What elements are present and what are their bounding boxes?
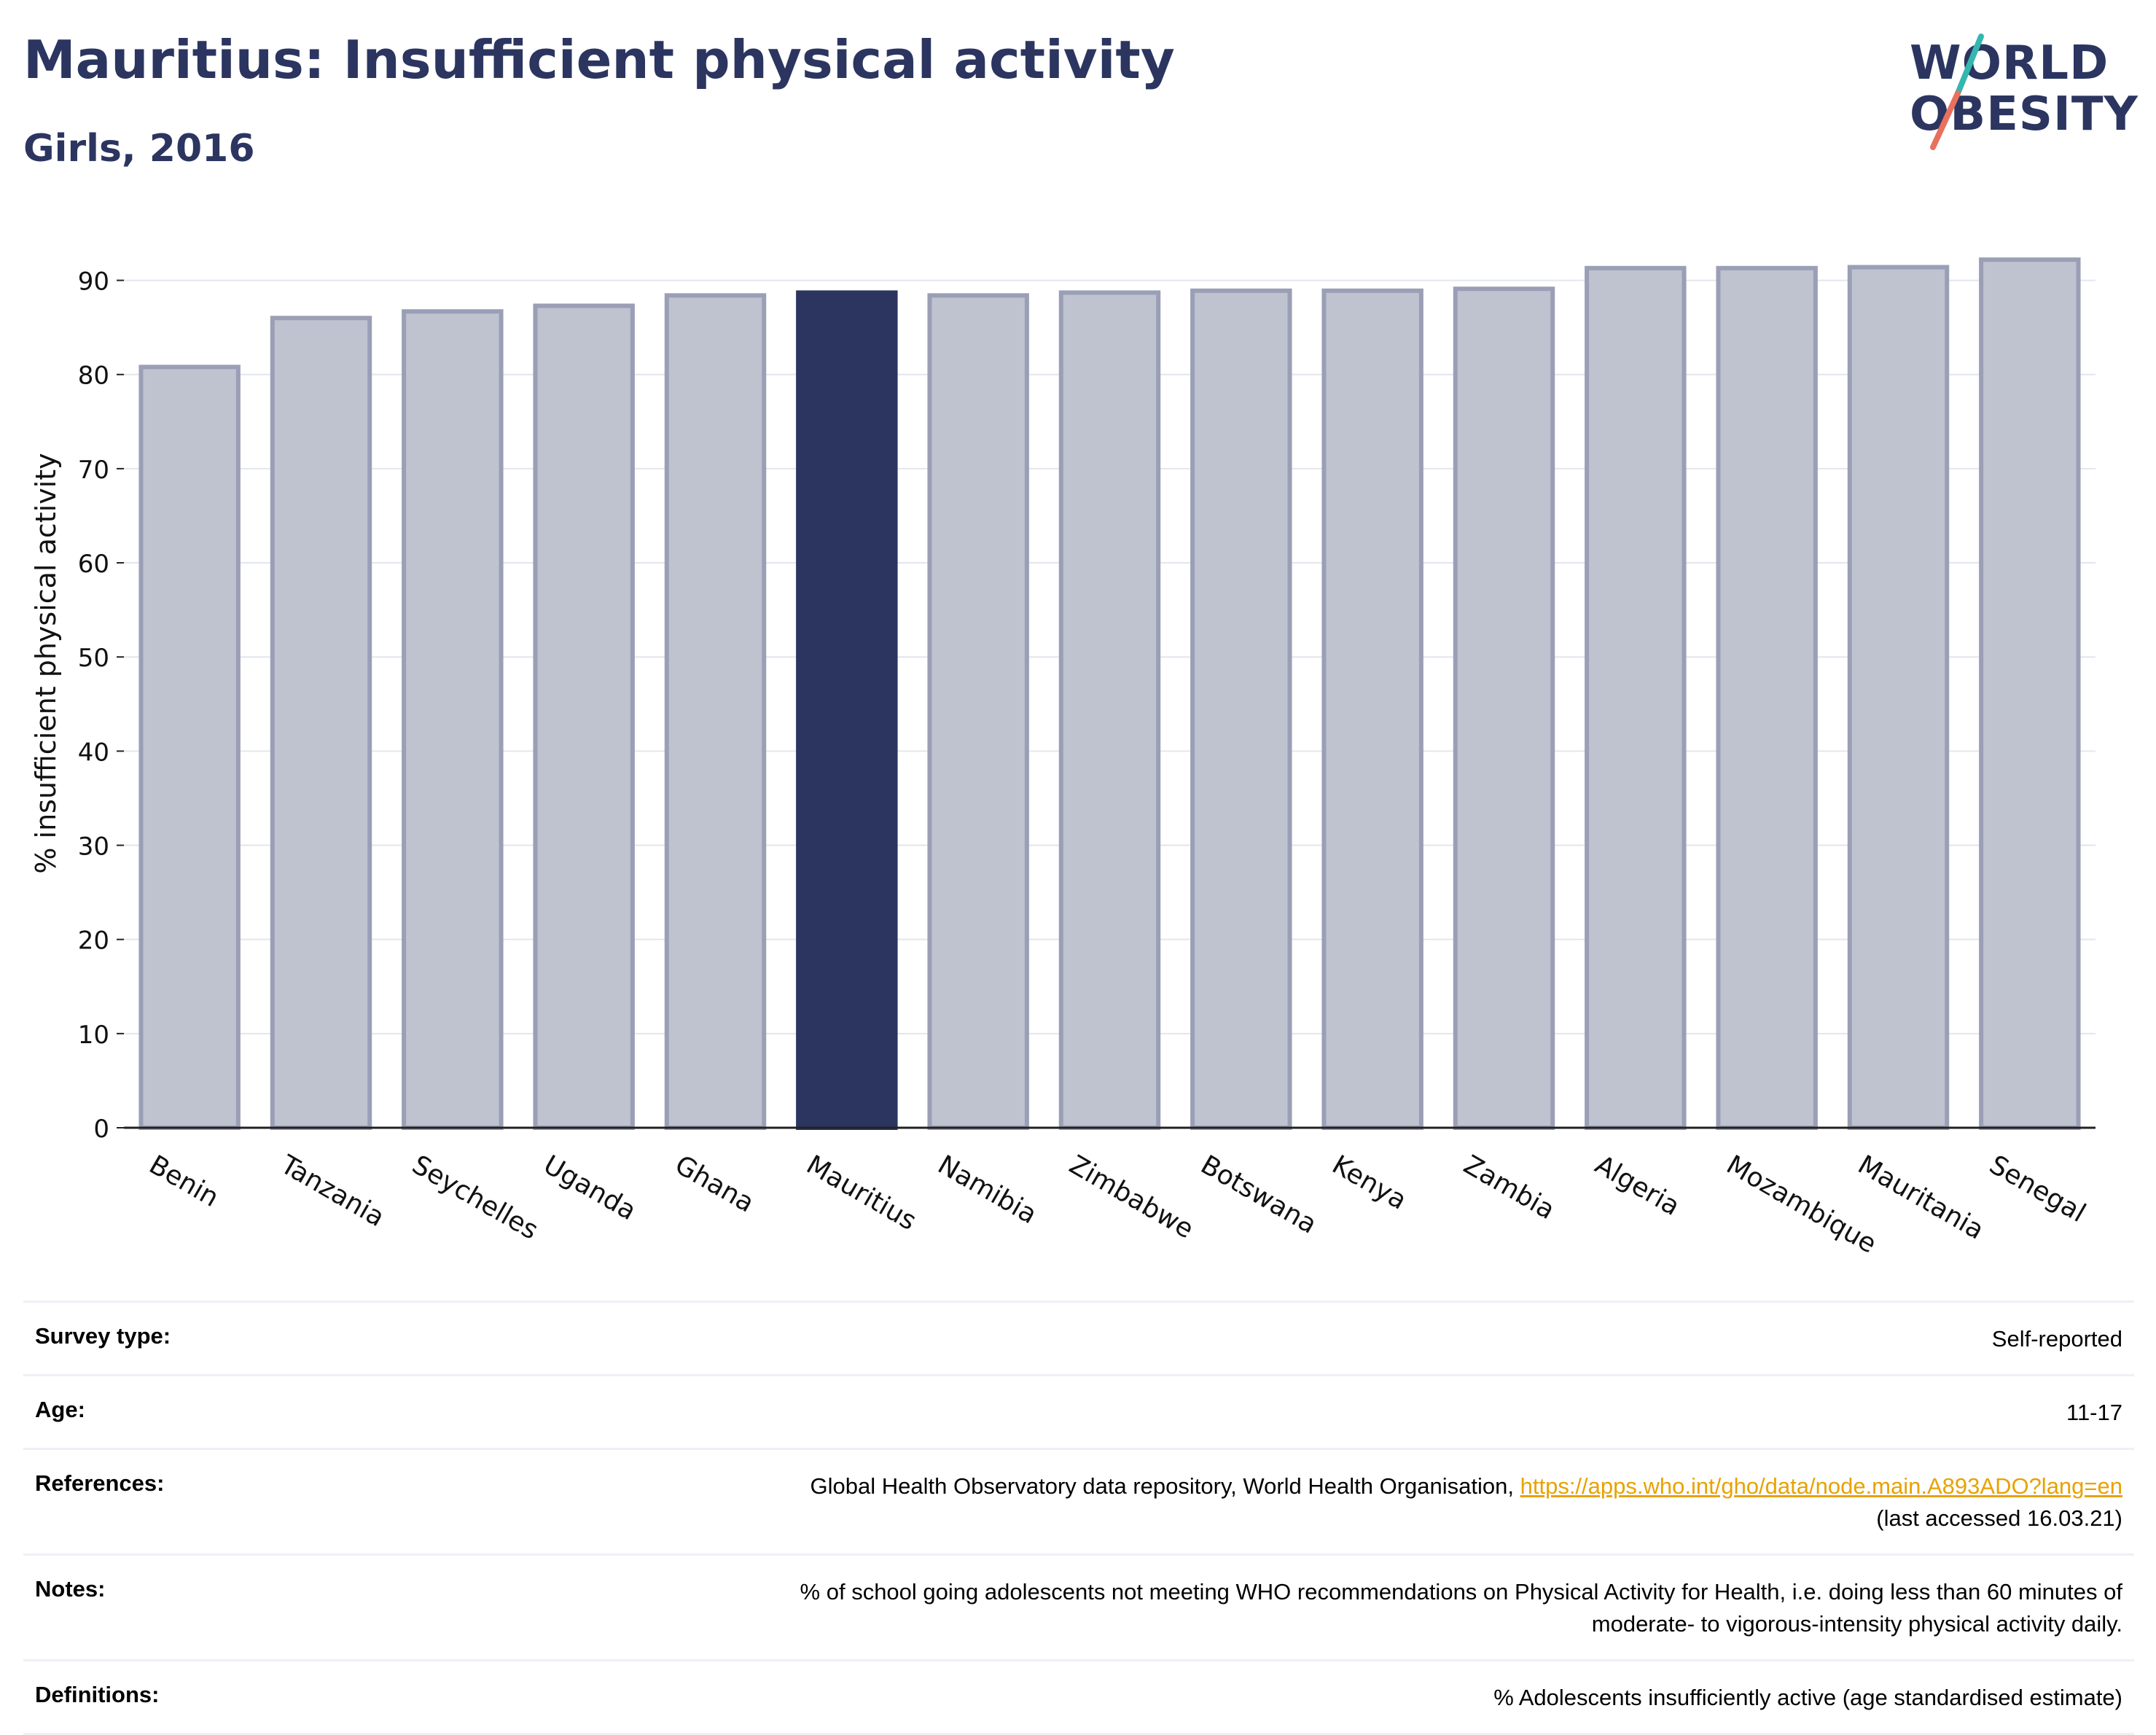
meta-row-definitions: Definitions: % Adolescents insufficientl… [23,1659,2134,1735]
references-value: Global Health Observatory data repositor… [811,1470,2122,1535]
logo-slash-teal [1955,34,1984,96]
survey-type-value: Self-reported [1991,1326,2122,1352]
bar-mauritania [1847,265,1950,1131]
y-tick-label: 20 [78,927,109,956]
bar-namibia [927,293,1029,1130]
x-tick-label: Zambia [1458,1150,1560,1225]
meta-row-references: References: Global Health Observatory da… [23,1448,2134,1553]
x-tick-label: Mauritius [801,1150,921,1236]
logo-word-world: WORLD [1910,36,2109,90]
bar-zimbabwe [1058,290,1161,1130]
bar-ghana [664,293,767,1130]
references-accessed: (last accessed 16.03.21) [1876,1505,2122,1531]
bar-zambia [1453,286,1555,1131]
bar-algeria [1585,265,1687,1130]
bar-botswana [1190,288,1292,1131]
y-tick-label: 70 [78,456,109,485]
meta-row-notes: Notes: % of school going adolescents not… [23,1553,2134,1659]
y-tick-label: 80 [78,362,109,391]
x-tick-label: Ghana [670,1150,759,1218]
y-tick-label: 90 [78,268,109,297]
x-tick-label: Kenya [1327,1150,1412,1216]
bar-mauritius [796,290,898,1130]
notes-line-2: moderate- to vigorous-intensity physical… [1591,1611,2122,1637]
references-link[interactable]: https://apps.who.int/gho/data/node.main.… [1520,1473,2122,1499]
x-tick-label: Benin [144,1150,224,1213]
page-title: Mauritius: Insufficient physical activit… [23,29,1175,90]
world-obesity-logo: WORLD OBESITY [1910,34,2138,150]
bar-benin [138,364,241,1131]
meta-row-survey-type: Survey type: Self-reported [23,1301,2134,1374]
survey-type-label: Survey type: [35,1323,171,1349]
bar-mozambique [1716,265,1818,1130]
x-tick-label: Mozambique [1722,1150,1881,1259]
notes-line-1: % of school going adolescents not meetin… [800,1579,2122,1605]
y-tick-label: 60 [78,550,109,579]
x-tick-label: Uganda [539,1150,641,1226]
x-tick-label: Algeria [1590,1150,1684,1222]
x-tick-label: Botswana [1195,1150,1321,1239]
age-label: Age: [35,1397,85,1422]
definitions-value: % Adolescents insufficiently active (age… [1493,1685,2122,1710]
y-tick-label: 10 [78,1021,109,1050]
y-tick-label: 0 [93,1115,109,1144]
y-tick-label: 40 [78,738,109,767]
page-subtitle: Girls, 2016 [23,127,255,171]
age-value: 11-17 [2066,1400,2122,1425]
x-tick-label: Seychelles [407,1150,543,1245]
bar-senegal [1979,257,2081,1131]
bar-chart: 0 10 20 30 40 50 60 70 80 90 Benin Tanzania Seychell… [30,257,2096,1260]
definitions-label: Definitions: [35,1682,160,1707]
bar-uganda [533,303,635,1131]
x-tick-label: Zimbabwe [1064,1150,1198,1244]
logo-slash-coral [1930,90,1961,150]
references-text: Global Health Observatory data repositor… [810,1473,1520,1499]
notes-label: Notes: [35,1576,106,1602]
bar-tanzania [270,316,372,1131]
x-tick-label: Namibia [933,1150,1042,1230]
bar-kenya [1321,288,1423,1131]
x-tick-label: Tanzania [275,1150,389,1233]
notes-value: % of school going adolescents not meetin… [800,1576,2122,1640]
x-tick-label: Senegal [1984,1150,2090,1228]
references-label: References: [35,1470,165,1496]
y-axis-label: % insufficient physical activity [30,453,62,873]
bar-seychelles [402,309,504,1130]
y-tick-label: 50 [78,644,109,673]
metadata-table: Survey type: Self-reported Age: 11-17 Re… [23,1301,2134,1735]
y-tick-label: 30 [78,833,109,862]
meta-row-age: Age: 11-17 [23,1374,2134,1448]
